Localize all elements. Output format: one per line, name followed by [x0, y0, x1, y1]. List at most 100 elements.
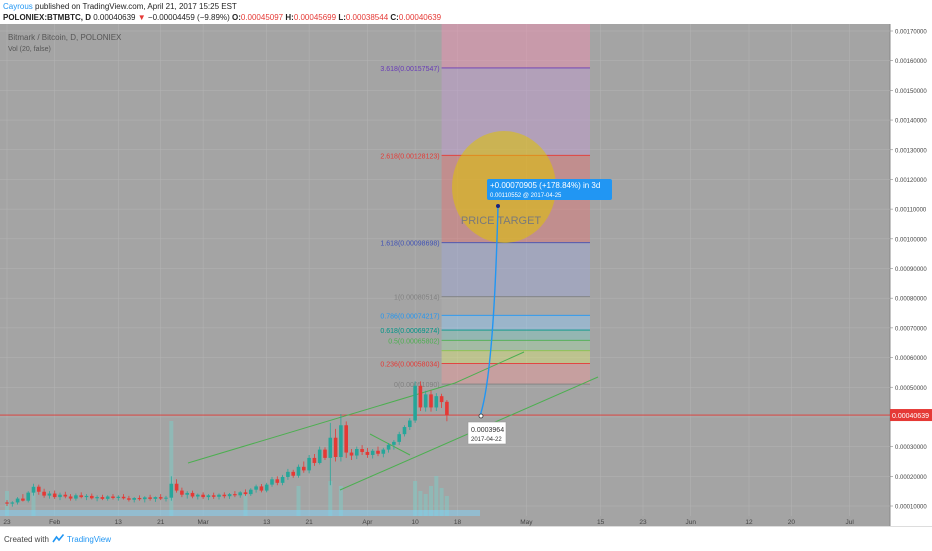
candle-body — [74, 495, 78, 499]
candle-body — [222, 494, 227, 497]
candle — [423, 390, 428, 412]
candle-body — [100, 497, 105, 499]
candle-body — [233, 494, 237, 496]
candle — [365, 447, 370, 458]
time-axis[interactable]: 23 Feb 13 21 Mar 13 21 Apr 10 18 May 15 23 Jun 12 20 Jul — [3, 519, 854, 526]
candle — [37, 484, 41, 495]
candle-body — [90, 495, 94, 499]
candle — [439, 393, 444, 409]
candle-body — [174, 483, 179, 491]
marker-price: 0.0003964 — [471, 427, 504, 434]
candle — [264, 482, 269, 493]
candle — [132, 497, 136, 503]
candle-body — [365, 451, 370, 455]
candle — [185, 491, 189, 499]
author-link[interactable]: Cayrous — [3, 2, 33, 11]
volume-bar — [296, 486, 301, 516]
footer: Created with TradingView — [0, 526, 932, 551]
candle — [270, 476, 274, 487]
volume-bars — [0, 421, 480, 516]
price-axis-label: 0.00060000 — [895, 356, 927, 362]
candle-body — [227, 494, 232, 497]
price-axis-label: 0.00080000 — [895, 297, 927, 303]
time-axis-label: 20 — [788, 519, 796, 526]
candle — [42, 488, 46, 498]
projection-path — [479, 205, 499, 417]
close-value: 0.00040639 — [398, 13, 442, 22]
plot-background — [0, 24, 890, 516]
candle — [174, 479, 179, 493]
candle-body — [79, 495, 83, 498]
candle-body — [376, 450, 380, 454]
candle-body — [164, 497, 168, 499]
candle — [402, 425, 407, 437]
fib-level-label: 1.618(0.00098698) — [380, 241, 439, 248]
fib-level-label: 0.786(0.00074217) — [380, 313, 439, 320]
volume-bar — [418, 491, 423, 516]
candle-body — [254, 486, 258, 490]
fib-level-label: 0.236(0.00058034) — [380, 361, 439, 368]
price-axis-label: 0.00120000 — [895, 178, 927, 184]
price-chart[interactable]: 3.618(0.00157547) 2.618(0.00128123) 1.618(… — [0, 24, 932, 526]
fib-band — [441, 350, 590, 364]
price-axis-label: 0.00170000 — [895, 30, 927, 36]
volume-bar — [423, 494, 428, 516]
candle-body — [31, 486, 36, 493]
candle — [105, 495, 110, 501]
candle — [227, 492, 232, 499]
candle — [143, 496, 147, 503]
candle-body — [397, 434, 401, 442]
publish-line: Cayrous published on TradingView.com, Ap… — [3, 1, 237, 12]
projection-box — [487, 179, 612, 200]
marker-date: 2017-04-22 — [471, 437, 502, 443]
volume-bar — [429, 486, 433, 516]
candle-body — [360, 449, 364, 452]
price-axis-label: 0.00130000 — [895, 148, 927, 154]
high-label: H: — [285, 13, 294, 22]
candle-body — [339, 425, 343, 458]
candle — [254, 484, 258, 493]
low-label: L: — [338, 13, 346, 22]
candle — [52, 490, 57, 499]
price-axis-label: 0.00050000 — [895, 386, 927, 392]
candle — [323, 447, 327, 460]
candle — [148, 494, 152, 501]
candle — [376, 446, 380, 457]
fib-band — [441, 340, 590, 351]
price-axis-label: 0.00160000 — [895, 59, 927, 65]
down-arrow-icon: ▼ — [137, 13, 146, 22]
candle-body — [238, 492, 242, 496]
candle-body — [296, 466, 301, 476]
fib-band — [441, 363, 590, 385]
candle — [360, 445, 364, 455]
candle-body — [275, 479, 280, 483]
candle — [445, 400, 449, 422]
time-axis-label: Apr — [362, 519, 373, 526]
fib-level-label: 0(0.00051090) — [394, 382, 440, 389]
candle-body — [211, 495, 216, 497]
tradingview-brand[interactable]: TradingView — [67, 535, 112, 544]
projection-endpoint — [496, 204, 500, 208]
price-axis-label: 0.00010000 — [895, 505, 927, 511]
candle — [84, 494, 89, 501]
price-axis-label: 0.00150000 — [895, 89, 927, 95]
volume-base — [0, 510, 480, 516]
candle — [180, 487, 184, 498]
candle-body — [190, 492, 195, 497]
candle — [90, 493, 94, 500]
time-axis-label: Mar — [197, 519, 209, 526]
candle-body — [127, 498, 131, 500]
candle-body — [423, 394, 428, 408]
candle — [206, 494, 211, 501]
fib-level-label: 2.618(0.00128123) — [380, 153, 439, 160]
candle — [153, 496, 158, 502]
candle-body — [121, 496, 126, 499]
volume-bar — [338, 486, 343, 516]
candle — [280, 474, 285, 486]
candle — [169, 476, 174, 501]
candle — [127, 495, 131, 502]
candle-body — [418, 385, 423, 408]
candle-body — [439, 396, 444, 403]
candle — [31, 483, 36, 496]
price-axis-label: 0.00100000 — [895, 237, 927, 243]
